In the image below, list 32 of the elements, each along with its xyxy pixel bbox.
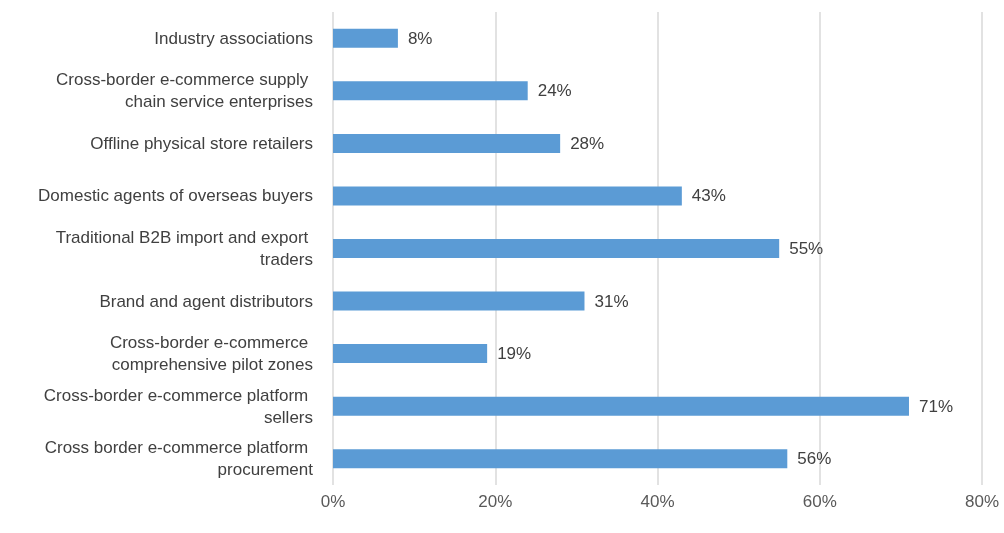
y-tick-label: Offline physical store retailers xyxy=(90,133,313,153)
bar xyxy=(333,28,398,48)
bar xyxy=(333,396,909,416)
y-tick-label: Cross-border e-commerce supply chain service enterprises xyxy=(56,70,313,112)
data-label: 28% xyxy=(570,133,605,153)
y-tick-label: Cross-border e-commerce comprehensive pilot zones xyxy=(109,333,313,375)
bar xyxy=(333,449,788,469)
x-tick-label: 20% xyxy=(478,492,513,511)
x-tick-label: 80% xyxy=(964,492,1000,511)
data-label: 31% xyxy=(594,291,629,311)
y-tick-label: Brand and agent distributors xyxy=(99,291,313,311)
data-label: 55% xyxy=(789,239,824,258)
bar xyxy=(333,133,561,153)
data-label: 56% xyxy=(797,449,832,469)
y-tick-label: Cross border e-commerce platform procurement xyxy=(44,438,314,480)
x-tick-label: 0% xyxy=(320,492,346,511)
y-tick-label: Cross-border e-commerce platform sellers xyxy=(43,385,313,427)
bar xyxy=(333,81,528,101)
data-label: 8% xyxy=(407,28,433,48)
bar xyxy=(333,291,585,311)
data-label: 19% xyxy=(497,344,532,364)
x-tick-label: 40% xyxy=(640,492,675,511)
data-label: 43% xyxy=(691,186,726,206)
y-tick-label: Domestic agents of overseas buyers xyxy=(38,186,313,206)
y-tick-label: Industry associations xyxy=(154,28,313,48)
y-tick-label: Traditional B2B import and export traders xyxy=(55,228,313,269)
bar xyxy=(333,239,780,258)
data-label: 24% xyxy=(537,81,572,101)
bar xyxy=(333,344,488,364)
x-tick-label: 60% xyxy=(802,492,837,511)
bar xyxy=(333,186,682,206)
data-label: 71% xyxy=(918,396,954,416)
